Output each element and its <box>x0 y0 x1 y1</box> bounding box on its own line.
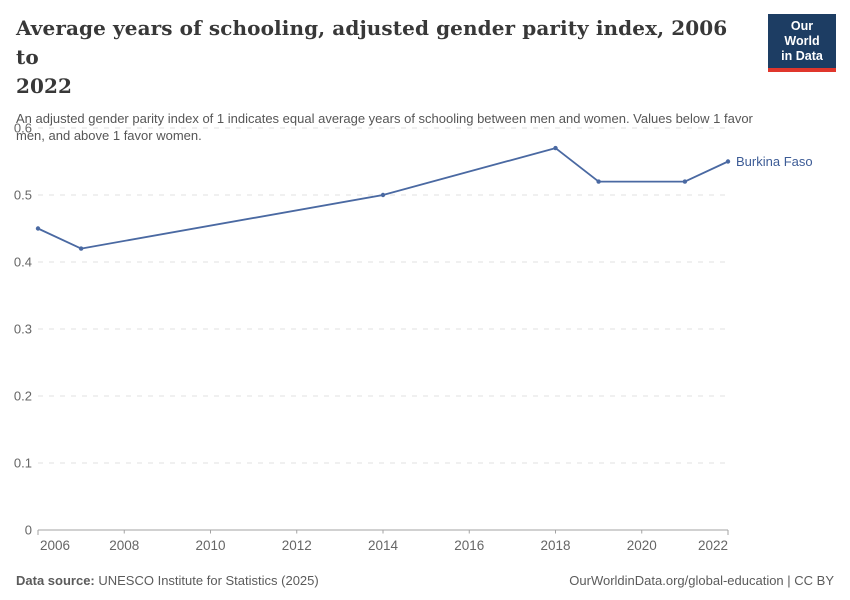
data-line <box>37 147 729 250</box>
x-tick-label: 2006 <box>40 538 70 553</box>
page-title-line1: Average years of schooling, adjusted gen… <box>16 16 728 69</box>
y-tick-label: 0.5 <box>14 188 32 203</box>
x-tick-label: 2010 <box>195 538 225 553</box>
x-tick-label: 2014 <box>368 538 399 553</box>
y-tick-label: 0 <box>25 523 32 538</box>
series-label: Burkina Faso <box>736 154 813 169</box>
owid-logo-text-line1: Our World <box>784 19 820 48</box>
y-tick-label: 0.4 <box>14 255 32 270</box>
data-point <box>380 192 386 198</box>
y-tick-label: 0.1 <box>14 456 32 471</box>
owid-logo-text-line2: in Data <box>781 49 823 63</box>
attribution-link[interactable]: OurWorldinData.org/global-education | CC… <box>569 573 834 588</box>
chart-header: Average years of schooling, adjusted gen… <box>0 0 850 144</box>
x-tick-label: 2016 <box>454 538 484 553</box>
y-tick-label: 0.3 <box>14 322 32 337</box>
data-point <box>725 159 731 164</box>
owid-logo[interactable]: Our World in Data <box>768 14 836 72</box>
y-tick-label: 0.2 <box>14 389 32 404</box>
data-point <box>553 145 558 151</box>
x-tick-label: 2018 <box>540 538 570 553</box>
data-point <box>596 179 601 184</box>
page-title-line2: 2022 <box>16 74 73 98</box>
data-point <box>78 246 84 251</box>
chart-subtitle: An adjusted gender parity index of 1 ind… <box>16 111 753 143</box>
data-source-label: Data source: <box>16 573 95 588</box>
data-source-text: UNESCO Institute for Statistics (2025) <box>94 573 319 588</box>
y-tick-label: 0.6 <box>14 121 32 136</box>
x-tick-label: 2008 <box>109 538 139 553</box>
x-tick-label: 2012 <box>282 538 312 553</box>
data-source: Data source: UNESCO Institute for Statis… <box>16 573 319 588</box>
x-tick-label: 2020 <box>627 538 657 553</box>
chart-footer: Data source: UNESCO Institute for Statis… <box>0 573 850 588</box>
line-chart: 0 0.1 0.2 0.3 0.4 0.5 0.6 2006 2008 2010 2012 2014 2… <box>14 121 813 554</box>
data-point <box>35 226 41 231</box>
x-tick-label: 2022 <box>698 538 728 553</box>
page-title: Average years of schooling, adjusted gen… <box>16 14 756 101</box>
data-point <box>682 179 688 184</box>
